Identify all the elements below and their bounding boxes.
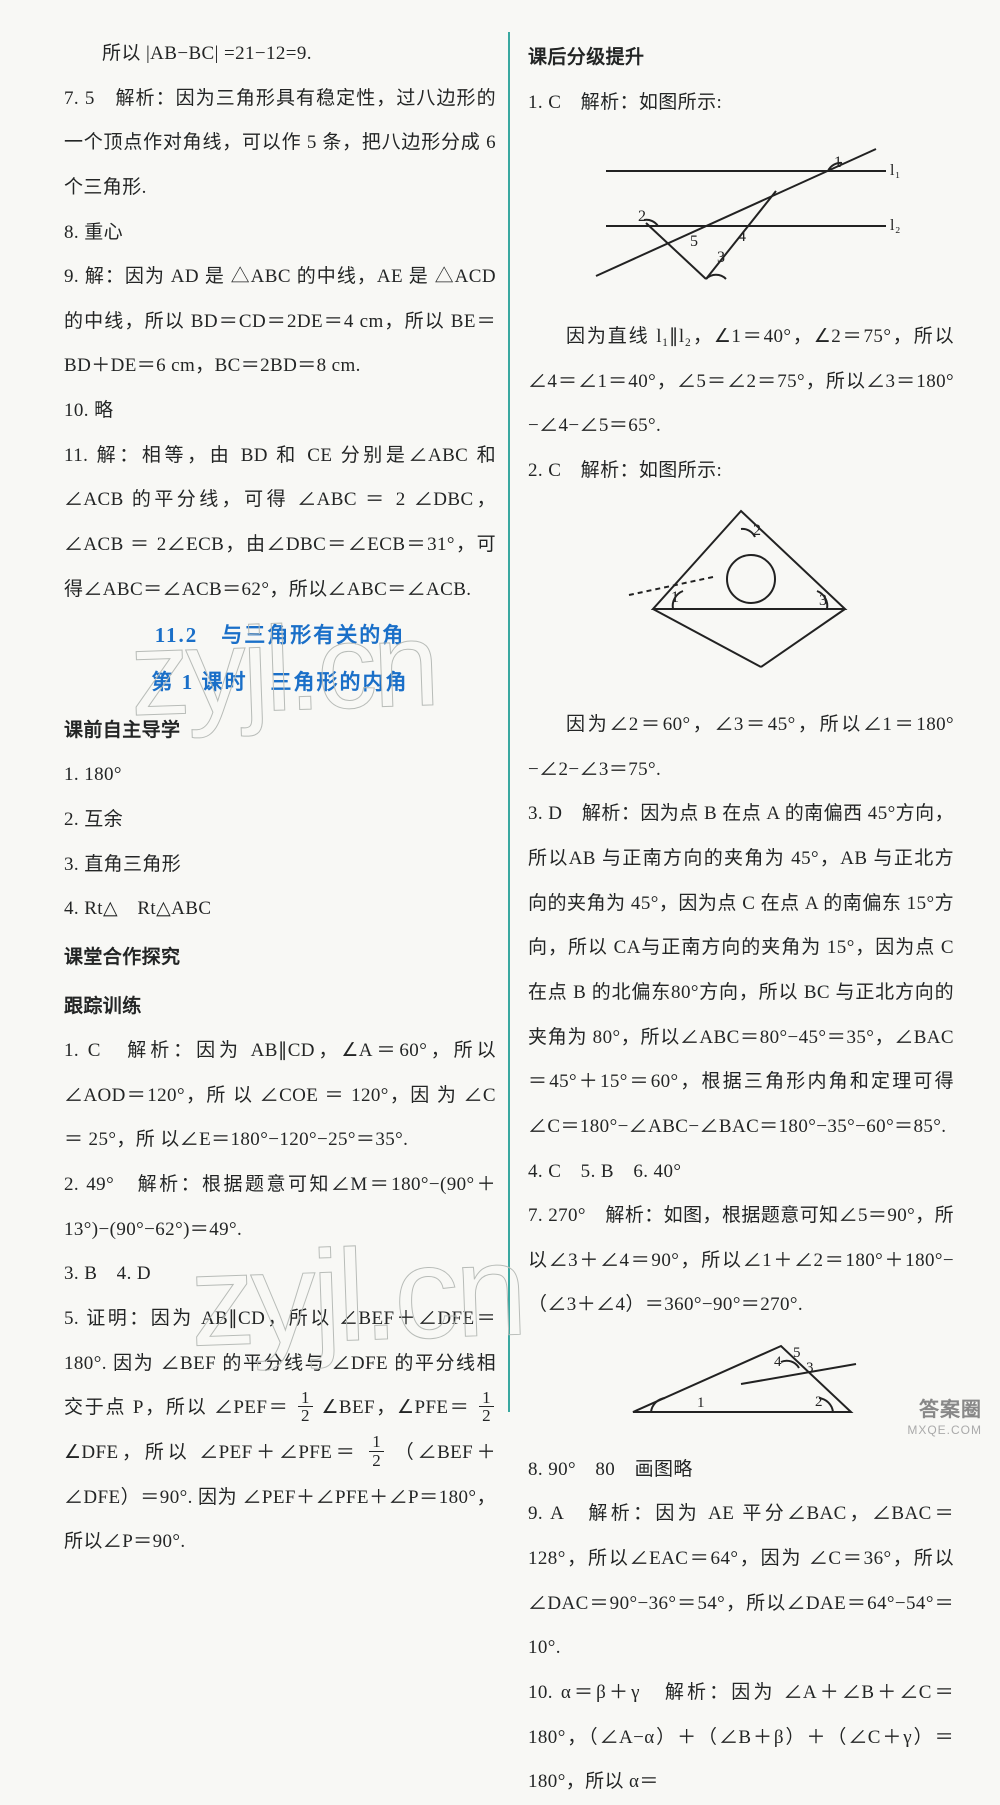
preclass-heading: 课前自主导学 [64,709,496,754]
label-angle-5: 5 [793,1345,801,1361]
q9: 9. A 解析：因为 AE 平分∠BAC，∠BAC＝128°，所以∠EAC＝64… [528,1492,954,1671]
track-5-c: ∠DFE，所以 ∠PEF＋∠PFE＝ [64,1442,359,1463]
tracking-heading: 跟踪训练 [64,985,496,1030]
line-ab-bc: 所以 |AB−BC| =21−12=9. [64,32,496,77]
label-angle-3: 3 [806,1360,814,1376]
column-divider [508,32,510,1412]
corner-branding: 答案圈 MXQE.COM [907,1397,982,1439]
q3: 3. D 解析：因为点 B 在点 A 的南偏西 45°方向，所以AB 与正南方向… [528,792,954,1149]
q4-5-6: 4. C 5. B 6. 40° [528,1150,954,1195]
label-angle-1: 1 [834,154,842,171]
q2-body: 因为∠2＝60°，∠3＝45°，所以∠1＝180°−∠2−∠3＝75°. [528,703,954,792]
pre-2: 2. 互余 [64,798,496,843]
item-11: 11. 解：相等，由 BD 和 CE 分别是∠ABC 和∠ACB 的平分线，可得… [64,434,496,613]
pre-4: 4. Rt△ Rt△ABC [64,887,496,932]
lesson-title-1: 第 1 课时 三角形的内角 [64,659,496,705]
fraction-icon: 12 [479,1389,494,1426]
label-angle-3: 3 [717,249,725,266]
item-7: 7. 5 解析：因为三角形具有稳定性，过八边形的一个顶点作对角线，可以作 5 条… [64,77,496,211]
track-2: 2. 49° 解析：根据题意可知∠M＝180°−(90°＋13°)−(90°−6… [64,1163,496,1252]
track-3-4: 3. B 4. D [64,1252,496,1297]
item-8: 8. 重心 [64,211,496,256]
label-angle-3: 3 [819,592,827,609]
q1-body: 因为直线 l₁∥l₂，∠1＝40°，∠2＝75°，所以∠4＝∠1＝40°，∠5＝… [528,315,954,449]
item-10: 10. 略 [64,389,496,434]
q8: 8. 90° 80 画图略 [528,1448,954,1493]
label-angle-4: 4 [738,228,746,245]
q1-head: 1. C 解析：如图所示: [528,81,954,126]
figure-3-triangle-angles: 1 2 3 4 5 [528,1334,954,1442]
label-l2: l₂ [890,217,901,234]
corner-line2: MXQE.COM [907,1423,982,1439]
class-heading: 课堂合作探究 [64,936,496,981]
fraction-icon: 12 [369,1433,384,1470]
label-angle-1: 1 [697,1395,705,1411]
label-angle-1: 1 [671,589,679,606]
q2-head: 2. C 解析：如图所示: [528,449,954,494]
figure-2-triangle-circle: 1 2 3 [528,499,954,697]
q7: 7. 270° 解析：如图，根据题意可知∠5＝90°，所以∠3＋∠4＝90°，所… [528,1194,954,1328]
figure-1-parallel-lines: l₁ l₂ 1 2 3 4 5 [528,131,954,309]
label-angle-2: 2 [815,1394,823,1410]
corner-line1: 答案圈 [907,1397,982,1423]
section-title-11-2: 11.2 与三角形有关的角 [64,612,496,658]
label-angle-2: 2 [638,208,646,225]
label-angle-5: 5 [690,233,698,250]
track-1: 1. C 解析：因为 AB∥CD，∠A＝60°，所以∠AOD＝120°，所 以 … [64,1029,496,1163]
page-container: 所以 |AB−BC| =21−12=9. 7. 5 解析：因为三角形具有稳定性，… [0,0,1000,1451]
item-9: 9. 解：因为 AD 是 △ABC 的中线，AE 是 △ACD 的中线，所以 B… [64,255,496,389]
pre-3: 3. 直角三角形 [64,843,496,888]
track-5: 5. 证明：因为 AB∥CD，所以 ∠BEF＋∠DFE＝180°. 因为 ∠BE… [64,1297,496,1565]
label-angle-4: 4 [774,1354,782,1370]
label-angle-2: 2 [753,522,761,539]
label-l1: l₁ [890,162,901,179]
track-5-b: ∠BEF，∠PFE＝ [321,1397,470,1418]
right-column: 课后分级提升 1. C 解析：如图所示: l₁ l₂ 1 [514,32,954,1441]
pre-1: 1. 180° [64,753,496,798]
q10: 10. α＝β＋γ 解析：因为 ∠A＋∠B＋∠C＝180°，（∠A−α）＋（∠B… [528,1671,954,1805]
fraction-icon: 12 [298,1389,313,1426]
left-column: 所以 |AB−BC| =21−12=9. 7. 5 解析：因为三角形具有稳定性，… [64,32,504,1441]
postclass-heading: 课后分级提升 [528,36,954,81]
